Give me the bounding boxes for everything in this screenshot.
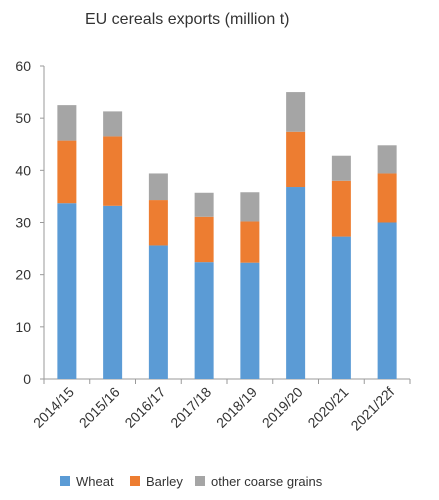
x-tick-label: 2015/16 [76, 384, 123, 431]
chart-title: EU cereals exports (million t) [85, 11, 290, 28]
bar-other-coarse-grains [103, 111, 123, 137]
bar-other-coarse-grains [57, 105, 77, 141]
bar-other-coarse-grains [331, 155, 351, 181]
bar-wheat [194, 262, 214, 379]
bar-barley [148, 200, 168, 246]
legend-item: Wheat [60, 474, 114, 489]
x-tick-label: 2019/20 [259, 384, 306, 431]
bar-barley [103, 136, 123, 206]
x-tick-label: 2018/19 [213, 384, 260, 431]
bar-other-coarse-grains [286, 92, 306, 132]
bar-barley [331, 180, 351, 237]
bar-wheat [240, 262, 260, 379]
legend-label: Wheat [76, 474, 114, 489]
y-tick-label: 10 [15, 319, 31, 335]
legend-swatch [130, 476, 140, 486]
legend-item: other coarse grains [195, 474, 323, 489]
x-tick-label: 2017/18 [167, 384, 214, 431]
legend-label: Barley [146, 474, 183, 489]
y-tick-label: 30 [15, 215, 31, 231]
x-tick-label: 2021/22f [347, 384, 397, 434]
legend: Wheat Barley other coarse grains [60, 474, 323, 489]
x-tick-label: 2016/17 [121, 384, 168, 431]
legend-swatch [195, 476, 205, 486]
legend-item: Barley [130, 474, 183, 489]
legend-label: other coarse grains [211, 474, 323, 489]
bar-barley [194, 216, 214, 263]
y-tick-label: 20 [15, 267, 31, 283]
bar-wheat [103, 205, 123, 379]
bar-wheat [57, 203, 77, 379]
legend-swatch [60, 476, 70, 486]
y-tick-label: 40 [15, 162, 31, 178]
x-tick-label: 2014/15 [30, 384, 77, 431]
bar-barley [377, 173, 397, 223]
y-tick-label: 0 [23, 371, 31, 387]
y-tick-label: 50 [15, 110, 31, 126]
bar-wheat [377, 222, 397, 379]
bar-barley [57, 140, 77, 204]
x-tick-label: 2020/21 [304, 384, 351, 431]
bar-other-coarse-grains [194, 192, 214, 217]
bar-other-coarse-grains [240, 192, 260, 222]
bar-barley [240, 221, 260, 263]
bar-barley [286, 131, 306, 188]
bar-wheat [148, 245, 168, 379]
bar-other-coarse-grains [377, 145, 397, 174]
bar-wheat [331, 236, 351, 379]
y-tick-label: 60 [15, 58, 31, 74]
bar-wheat [286, 187, 306, 379]
plot-area: 0 10 20 30 40 50 60 2014/152015/162016/172017/1… [15, 58, 411, 434]
bar-other-coarse-grains [148, 173, 168, 201]
